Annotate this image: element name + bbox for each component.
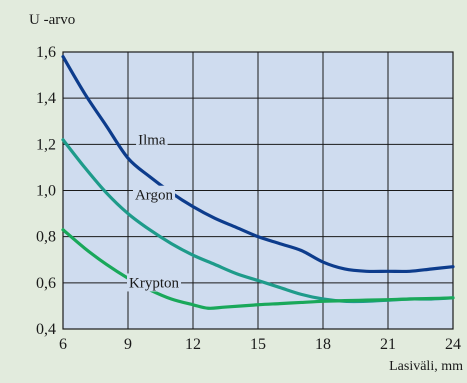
- series-labels: Ilma Argon Krypton: [127, 130, 181, 292]
- y-tick-label: 0,8: [36, 229, 56, 246]
- series-label-argon: Argon: [135, 188, 174, 204]
- series-label-krypton: Krypton: [129, 275, 179, 291]
- x-tick-label: 21: [380, 336, 396, 353]
- series-line-ilma: [61, 55, 455, 274]
- y-tick-label: 1,4: [36, 90, 56, 107]
- x-tick-label: 12: [185, 336, 201, 353]
- y-tick-label: 1,6: [36, 44, 56, 61]
- series-label-background: [136, 130, 168, 149]
- y-axis-title: U -arvo: [29, 12, 75, 28]
- y-tick-label: 1,0: [36, 183, 56, 200]
- x-tick-label: 18: [315, 336, 331, 353]
- x-tick-label: 15: [250, 336, 266, 353]
- y-tick-label: 0,4: [36, 321, 56, 338]
- x-tick-label: 24: [445, 336, 461, 353]
- x-tick-label: 9: [124, 336, 132, 353]
- series-label-background: [132, 185, 176, 204]
- x-axis-title: Lasiväli, mm: [389, 359, 463, 374]
- tick-labels: 6 9 12 15 18 21 24 0,4 0,6 0,8 1,0 1,2 1,4 1,6: [36, 44, 461, 353]
- y-tick-label: 1,2: [36, 136, 56, 153]
- series-label-ilma: Ilma: [138, 132, 166, 148]
- x-tick-label: 6: [59, 336, 67, 353]
- y-tick-label: 0,6: [36, 275, 56, 292]
- plot-border: [62, 51, 454, 330]
- series-label-background: [127, 273, 181, 292]
